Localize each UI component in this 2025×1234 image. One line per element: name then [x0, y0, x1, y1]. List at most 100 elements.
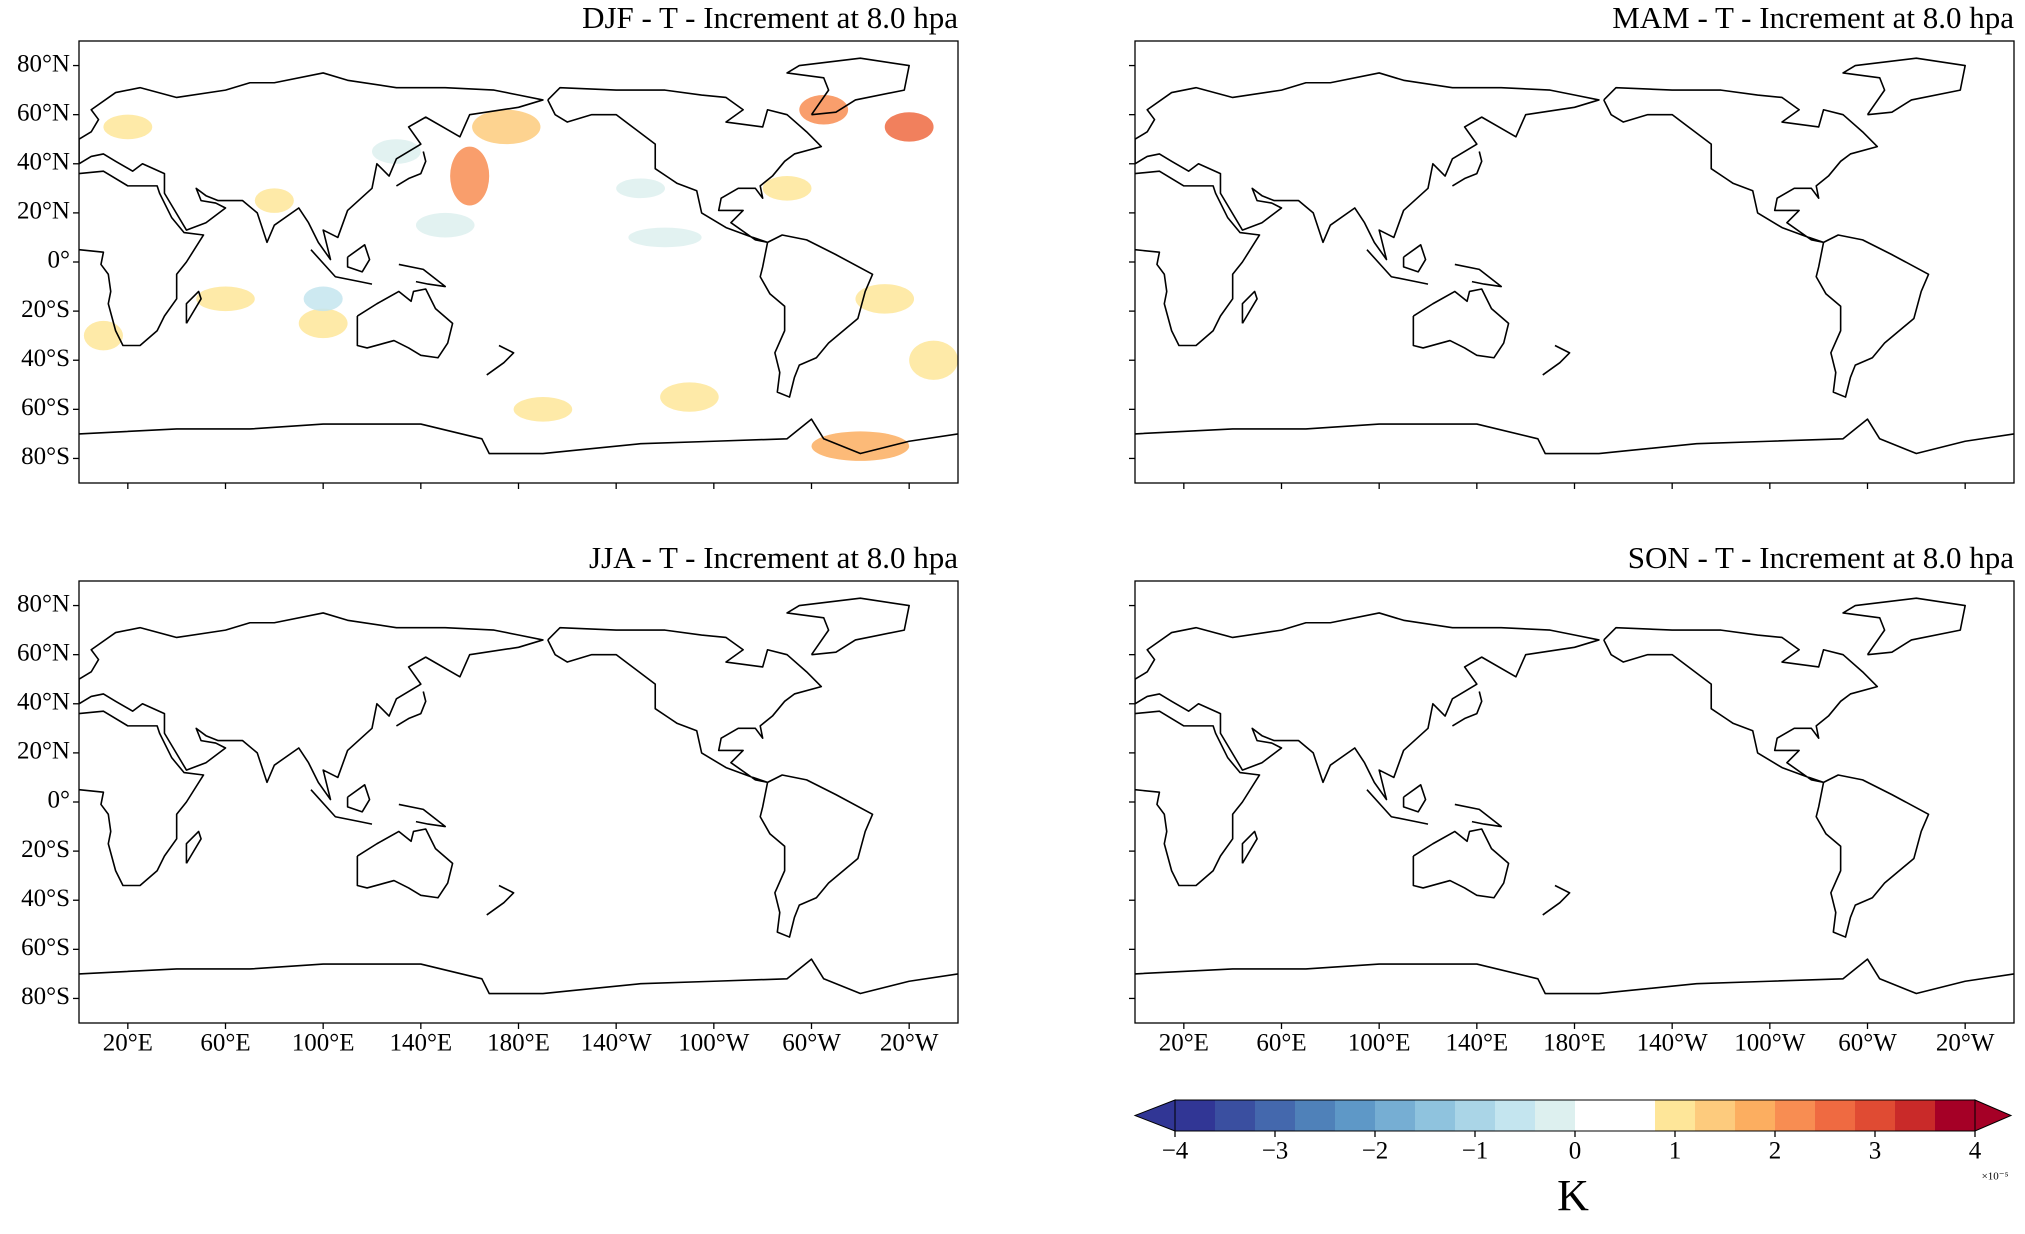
x-tick-label: 140°W: [581, 1030, 652, 1057]
x-tick-label: 60°W: [1838, 1030, 1897, 1057]
coastline: [1815, 774, 1930, 938]
colorbar-tick-label: 3: [1869, 1138, 1882, 1165]
x-tick-label: 20°W: [1936, 1030, 1995, 1057]
coastline: [185, 830, 202, 864]
coastline: [1412, 288, 1510, 359]
y-tick-label: 80°N: [17, 50, 70, 77]
panel-title: JJA - T - Increment at 8.0 hpa: [589, 540, 958, 575]
increment-shade: [628, 227, 702, 248]
coastline: [1366, 789, 1429, 825]
coastline: [1542, 344, 1571, 376]
increment-shade: [616, 178, 665, 199]
colorbar-under: [1133, 1099, 1176, 1132]
increment-shade: [660, 382, 719, 412]
increment-shade: [372, 139, 421, 164]
colorbar-over: [1974, 1099, 2013, 1132]
map: [79, 597, 958, 995]
colorbar-segment: [1615, 1100, 1656, 1131]
coastline: [79, 958, 958, 995]
coastline: [1366, 249, 1429, 285]
coastline: [1842, 57, 1966, 116]
increment-shade: [472, 109, 541, 145]
map: [1135, 597, 2014, 995]
increment-shade: [909, 340, 958, 380]
colorbar-segment: [1735, 1100, 1776, 1131]
coastline: [1452, 691, 1483, 727]
panel-title: MAM - T - Increment at 8.0 hpa: [1612, 0, 2014, 35]
coastline: [1135, 418, 2014, 455]
coastline: [346, 244, 371, 273]
y-tick-label: 40°S: [21, 885, 70, 912]
increment-shade: [254, 188, 294, 213]
coastline: [1135, 958, 2014, 995]
coastline: [547, 86, 823, 244]
coastline: [79, 72, 544, 261]
coastline: [1603, 86, 1879, 244]
coastline: [759, 234, 874, 398]
colorbar-tick-label: 1: [1669, 1138, 1682, 1165]
colorbar-segment: [1655, 1100, 1696, 1131]
y-tick-label: 80°S: [21, 983, 70, 1010]
y-tick-label: 20°S: [21, 836, 70, 863]
x-tick-label: 60°W: [782, 1030, 841, 1057]
increment-shade: [298, 308, 348, 339]
x-tick-label: 20°E: [1159, 1030, 1209, 1057]
coastline: [356, 288, 454, 359]
coastline: [310, 249, 373, 285]
colorbar-segment: [1375, 1100, 1416, 1131]
increment-shade: [303, 286, 343, 312]
colorbar-tick-label: −1: [1462, 1138, 1489, 1165]
colorbar-segment: [1255, 1100, 1296, 1131]
map: [79, 57, 958, 461]
coastline: [79, 710, 205, 887]
coastline: [185, 290, 202, 324]
colorbar-multiplier: ×10⁻⁵: [1982, 1171, 2009, 1183]
coastline: [1603, 626, 1879, 784]
coastline: [79, 170, 205, 347]
coastline: [1454, 263, 1503, 288]
coastline: [398, 803, 447, 828]
colorbar-tick-label: 4: [1969, 1138, 1982, 1165]
increment-shade: [762, 176, 812, 201]
colorbar-tick-label: −3: [1262, 1138, 1289, 1165]
y-tick-label: 60°S: [21, 394, 70, 421]
colorbar-segment: [1695, 1100, 1736, 1131]
y-tick-label: 40°N: [17, 689, 70, 716]
colorbar-segment: [1575, 1100, 1616, 1131]
colorbar-label: K: [1557, 1171, 1589, 1220]
x-tick-label: 20°E: [103, 1030, 153, 1057]
y-tick-label: 60°N: [17, 99, 70, 126]
map: [1135, 57, 2014, 455]
x-tick-label: 140°E: [1445, 1030, 1508, 1057]
coastline: [1241, 830, 1258, 864]
x-tick-label: 140°E: [389, 1030, 452, 1057]
y-tick-label: 60°S: [21, 934, 70, 961]
x-tick-label: 60°E: [200, 1030, 250, 1057]
y-tick-label: 20°S: [21, 296, 70, 323]
colorbar-segment: [1335, 1100, 1376, 1131]
coastline: [1402, 784, 1427, 813]
coastline: [1135, 170, 1261, 347]
coastline: [759, 774, 874, 938]
y-tick-label: 40°N: [17, 149, 70, 176]
y-tick-label: 20°N: [17, 738, 70, 765]
colorbar-segment: [1215, 1100, 1256, 1131]
coastline: [786, 57, 910, 116]
coastline: [1135, 612, 1600, 801]
panel-title: DJF - T - Increment at 8.0 hpa: [582, 0, 958, 35]
coastline: [79, 612, 544, 801]
increment-shade: [811, 431, 910, 461]
colorbar-tick-label: −4: [1162, 1138, 1189, 1165]
x-tick-label: 140°W: [1637, 1030, 1708, 1057]
colorbar-segment: [1415, 1100, 1456, 1131]
coastline: [310, 789, 373, 825]
x-tick-label: 100°E: [292, 1030, 355, 1057]
colorbar-segment: [1935, 1100, 1976, 1131]
colorbar-segment: [1175, 1100, 1216, 1131]
coastline: [79, 418, 958, 455]
x-tick-label: 180°E: [487, 1030, 550, 1057]
increment-shade: [799, 95, 849, 125]
increment-shade: [513, 397, 573, 422]
coastline: [1402, 244, 1427, 273]
